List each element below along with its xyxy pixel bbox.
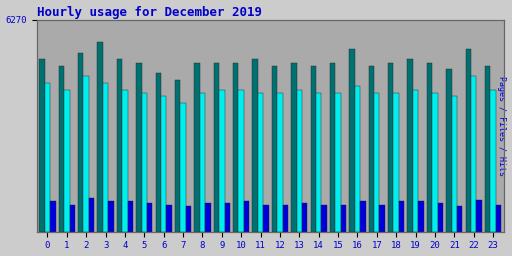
Bar: [45, 83, 50, 232]
Bar: [103, 83, 108, 232]
Bar: [244, 201, 249, 232]
Bar: [341, 205, 346, 232]
Bar: [322, 205, 327, 232]
Bar: [496, 205, 501, 232]
Bar: [490, 90, 496, 232]
Bar: [330, 63, 335, 232]
Bar: [302, 203, 307, 232]
Y-axis label: Pages / Files / Hits: Pages / Files / Hits: [498, 76, 506, 176]
Bar: [427, 63, 432, 232]
Bar: [194, 63, 200, 232]
Bar: [127, 201, 133, 232]
Bar: [70, 205, 75, 232]
Bar: [89, 198, 94, 232]
Bar: [471, 76, 476, 232]
Bar: [233, 63, 239, 232]
Bar: [399, 201, 404, 232]
Bar: [413, 90, 418, 232]
Bar: [369, 66, 374, 232]
Bar: [465, 49, 471, 232]
Bar: [64, 90, 70, 232]
Bar: [360, 201, 366, 232]
Bar: [142, 93, 147, 232]
Bar: [349, 49, 355, 232]
Bar: [239, 90, 244, 232]
Bar: [379, 205, 385, 232]
Bar: [122, 90, 127, 232]
Bar: [175, 80, 180, 232]
Bar: [446, 69, 452, 232]
Bar: [78, 52, 83, 232]
Bar: [200, 93, 205, 232]
Bar: [418, 201, 423, 232]
Bar: [277, 93, 283, 232]
Bar: [205, 203, 210, 232]
Bar: [59, 66, 64, 232]
Bar: [316, 93, 322, 232]
Bar: [335, 93, 341, 232]
Bar: [355, 86, 360, 232]
Bar: [263, 205, 269, 232]
Bar: [258, 93, 263, 232]
Bar: [252, 59, 258, 232]
Bar: [39, 59, 45, 232]
Bar: [374, 93, 379, 232]
Bar: [432, 93, 438, 232]
Bar: [452, 97, 457, 232]
Bar: [156, 73, 161, 232]
Bar: [476, 200, 482, 232]
Text: Hourly usage for December 2019: Hourly usage for December 2019: [37, 6, 262, 18]
Bar: [136, 63, 142, 232]
Bar: [97, 42, 103, 232]
Bar: [457, 206, 462, 232]
Bar: [388, 63, 393, 232]
Bar: [161, 97, 166, 232]
Bar: [291, 63, 296, 232]
Bar: [224, 203, 230, 232]
Bar: [186, 206, 191, 232]
Bar: [310, 66, 316, 232]
Bar: [166, 205, 172, 232]
Bar: [214, 63, 219, 232]
Bar: [147, 203, 153, 232]
Bar: [393, 93, 399, 232]
Bar: [180, 103, 186, 232]
Bar: [283, 205, 288, 232]
Bar: [50, 201, 56, 232]
Bar: [272, 66, 277, 232]
Bar: [485, 66, 490, 232]
Bar: [219, 90, 224, 232]
Bar: [438, 203, 443, 232]
Bar: [117, 59, 122, 232]
Bar: [83, 76, 89, 232]
Bar: [108, 201, 114, 232]
Bar: [296, 90, 302, 232]
Bar: [408, 59, 413, 232]
